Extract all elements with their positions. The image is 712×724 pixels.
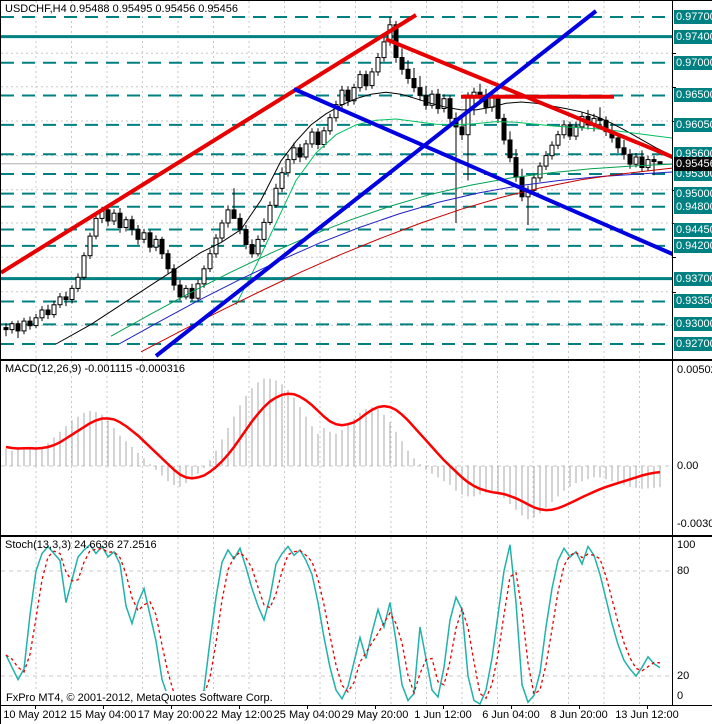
time-axis-tickmark xyxy=(375,706,376,709)
price-axis-border xyxy=(672,1,673,706)
time-axis-label: 15 May 04:00 xyxy=(69,709,137,721)
price-level-badge: 0.97400 xyxy=(674,29,712,44)
price-level-badge: 0.97000 xyxy=(674,55,712,70)
macd-axis-tick: 0.00 xyxy=(677,459,699,472)
time-axis-label: 1 Jun 12:00 xyxy=(414,709,472,721)
price-axis-tickmark xyxy=(672,87,676,88)
descending-resistance-red xyxy=(385,37,672,160)
panel-separator[interactable] xyxy=(1,535,712,537)
time-axis-label: 17 May 20:00 xyxy=(137,709,205,721)
vertical-gridlines xyxy=(35,537,640,705)
price-axis-tickmark xyxy=(672,359,676,360)
time-axis-tickmark xyxy=(103,706,104,709)
stoch-axis-tick: 80 xyxy=(677,564,690,577)
stoch-axis-tick: 20 xyxy=(677,669,690,682)
time-axis-tickmark xyxy=(239,706,240,709)
price-level-badge: 0.95000 xyxy=(674,186,712,201)
vertical-gridlines xyxy=(35,1,640,359)
time-axis-tickmark xyxy=(579,706,580,709)
price-level-badge: 0.94200 xyxy=(674,238,712,253)
time-axis[interactable]: 10 May 2012 15 May 04:00 17 May 20:00 22 Ma… xyxy=(1,706,712,724)
ascending-channel-red xyxy=(1,13,418,275)
time-axis-tickmark xyxy=(35,706,36,709)
stoch-axis-tick: 100 xyxy=(677,539,696,551)
price-level-badge: 0.93000 xyxy=(674,317,712,332)
copyright-text: FxPro MT4, © 2001-2012, MetaQuotes Softw… xyxy=(3,691,276,705)
ma-red-slow xyxy=(140,167,672,353)
time-axis-label: 10 May 2012 xyxy=(3,709,67,721)
stoch-indicator-area[interactable] xyxy=(1,537,672,705)
price-axis[interactable]: 0.971450.966350.961100.950600.945500.940… xyxy=(672,1,712,706)
time-axis-label: 22 May 12:00 xyxy=(205,709,273,721)
price-level-badge: 0.96500 xyxy=(674,88,712,103)
ma-black xyxy=(55,91,672,345)
macd-signal-line xyxy=(5,392,661,512)
time-axis-label: 6 Jun 04:00 xyxy=(482,709,540,721)
time-axis-tickmark xyxy=(647,706,648,709)
price-axis-tickmark xyxy=(672,53,676,54)
price-level-badge: 0.97700 xyxy=(674,10,712,24)
descending-blue xyxy=(293,87,672,257)
ascending-blue xyxy=(154,9,598,358)
macd-axis-tick: -0.00306 xyxy=(677,517,712,530)
price-level-badge: 0.93700 xyxy=(674,271,712,286)
price-level-badge: 0.92700 xyxy=(674,337,712,351)
panel-separator xyxy=(1,705,712,706)
candlestick-series xyxy=(3,24,663,332)
time-axis-tickmark xyxy=(307,706,308,709)
stoch-d-line xyxy=(5,547,661,703)
time-axis-label: 8 Jun 20:00 xyxy=(550,709,608,721)
macd-axis-tick: 0.00502 xyxy=(677,364,712,377)
time-axis-label: 13 Jun 12:00 xyxy=(615,709,679,721)
time-axis-tickmark xyxy=(511,706,512,709)
time-axis-tickmark xyxy=(443,706,444,709)
stoch-axis-tick: 0 xyxy=(677,690,684,702)
macd-label: MACD(12,26,9) -0.001115 -0.000316 xyxy=(5,363,185,375)
price-axis-tickmark xyxy=(672,292,676,293)
stoch-label: Stoch(13,3,3) 24.6636 27.2516 xyxy=(5,539,157,551)
price-level-badge: 0.93350 xyxy=(674,294,712,309)
price-axis-tickmark xyxy=(672,257,676,258)
current-price-badge: 0.95456 xyxy=(674,156,712,171)
price-level-badge: 0.94450 xyxy=(674,222,712,237)
ma-green-slow xyxy=(110,163,672,337)
chart-title: USDCHF,H4 0.95488 0.95495 0.95456 0.9545… xyxy=(5,3,239,15)
time-axis-label: 29 May 20:00 xyxy=(341,709,409,721)
macd-histogram xyxy=(5,378,661,520)
time-axis-label: 25 May 04:00 xyxy=(273,709,341,721)
stoch-axis[interactable]: 100 80 20 0 xyxy=(673,537,712,705)
panel-separator[interactable] xyxy=(1,359,712,361)
macd-axis[interactable]: 0.00502 0.00 -0.00306 xyxy=(673,361,712,535)
price-level-badge: 0.96050 xyxy=(674,117,712,132)
macd-indicator-area[interactable] xyxy=(1,361,672,535)
time-axis-tickmark xyxy=(171,706,172,709)
price-level-badge: 0.94800 xyxy=(674,199,712,214)
stoch-k-line xyxy=(5,543,661,705)
ma-blue-slow xyxy=(118,171,672,345)
main-chart-area[interactable] xyxy=(1,1,672,359)
